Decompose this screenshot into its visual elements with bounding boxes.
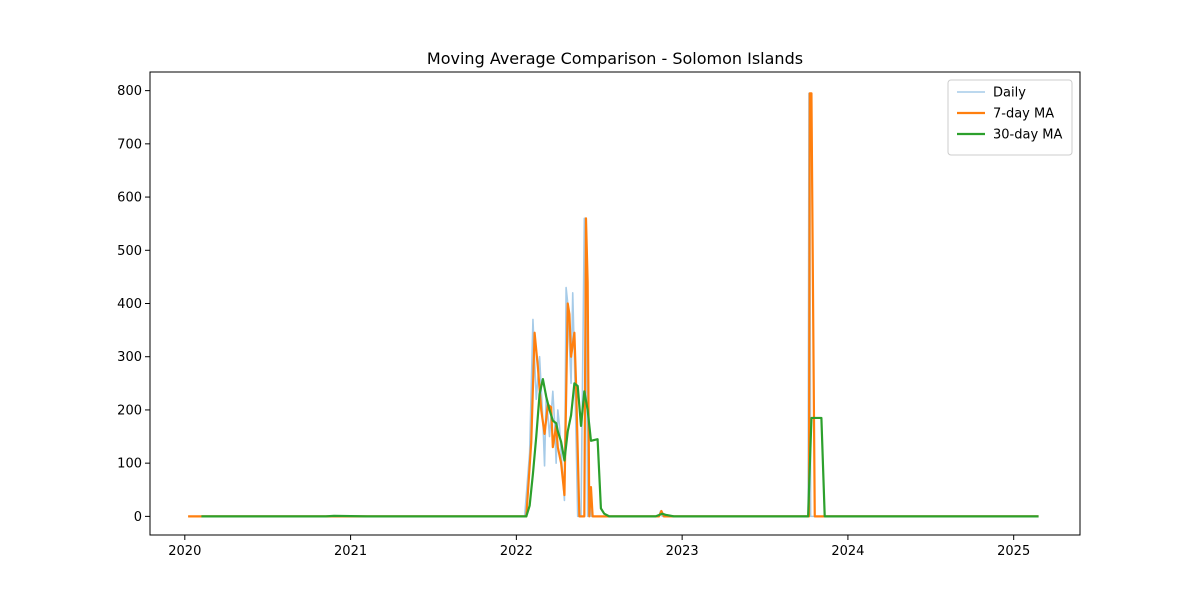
y-tick-label: 300 — [117, 350, 142, 365]
legend: Daily 7-day MA 30-day MA — [947, 79, 1073, 156]
y-tick-label: 700 — [117, 137, 142, 152]
x-tick-label: 2023 — [666, 544, 699, 559]
legend-label-7-day-ma: 7-day MA — [993, 107, 1054, 122]
legend-box — [947, 79, 1073, 156]
y-tick-label: 800 — [117, 84, 142, 99]
axes: 2020 2021 2022 2023 2024 2025 0 100 200 300 400 500… — [117, 71, 1081, 559]
series-line-30-day-ma — [201, 377, 1039, 518]
y-tick-label: 200 — [117, 403, 142, 418]
y-tick-label: 0 — [134, 510, 142, 525]
series-line-7-day-ma — [188, 92, 1039, 518]
x-tick-label: 2025 — [997, 544, 1030, 559]
x-tick-label: 2024 — [831, 544, 864, 559]
legend-label-daily: Daily — [993, 86, 1026, 101]
y-tick-label: 100 — [117, 457, 142, 472]
y-tick-label: 500 — [117, 244, 142, 259]
chart-title: Moving Average Comparison - Solomon Isla… — [427, 49, 803, 68]
y-tick-label: 400 — [117, 297, 142, 312]
y-tick-label: 600 — [117, 191, 142, 206]
x-tick-label: 2021 — [334, 544, 367, 559]
legend-label-30-day-ma: 30-day MA — [993, 128, 1062, 143]
plot-area — [188, 92, 1039, 518]
x-tick-label: 2022 — [500, 544, 533, 559]
x-tick-label: 2020 — [168, 544, 201, 559]
